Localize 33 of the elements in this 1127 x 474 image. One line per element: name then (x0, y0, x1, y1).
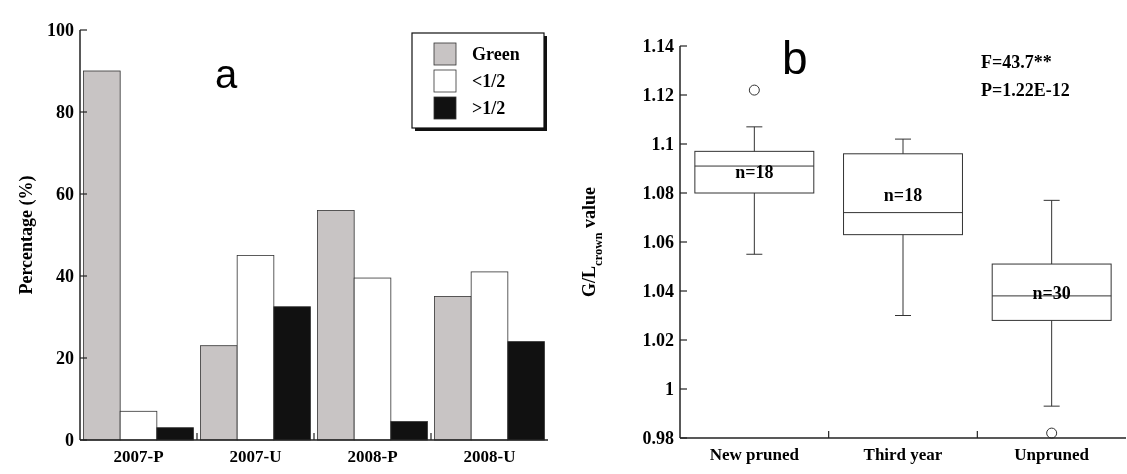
x-tick-label: 2007-P (113, 447, 164, 466)
x-tick-label: Third year (863, 445, 943, 464)
y-tick-label: 40 (56, 266, 74, 287)
y-tick-label: 1.12 (642, 85, 674, 106)
legend-label: <1/2 (472, 71, 506, 92)
x-tick-label: 2007-U (229, 447, 282, 466)
y-tick-label: 1 (665, 379, 674, 400)
y-tick-label: 1.02 (642, 330, 674, 351)
y-tick-label: 1.06 (642, 232, 674, 253)
annotation: n=18 (883, 184, 923, 205)
y-tick-label: 1.04 (642, 281, 674, 302)
y-tick-label: 0 (65, 430, 74, 451)
chart-title: b (782, 32, 808, 84)
x-tick-label: 2008-U (463, 447, 516, 466)
annotation: n=30 (1032, 282, 1071, 303)
y-tick-label: 1.1 (651, 134, 674, 155)
annotation: P=1.22E-12 (981, 80, 1070, 100)
x-tick-label: Unpruned (1014, 445, 1090, 464)
x-tick-label: 2008-P (347, 447, 398, 466)
y-tick-label: 60 (56, 184, 74, 205)
legend-label: >1/2 (472, 98, 506, 119)
y-tick-label: 0.98 (642, 428, 674, 449)
y-tick-label: 20 (56, 348, 74, 369)
y-axis-title: Percentage (%) (16, 175, 37, 295)
y-tick-label: 1.14 (642, 36, 674, 57)
y-tick-label: 1.08 (642, 183, 674, 204)
annotation: F=43.7** (981, 52, 1052, 72)
text: a (215, 52, 238, 96)
legend-label: Green (472, 44, 520, 65)
x-tick-label: New pruned (709, 445, 800, 464)
y-tick-label: 80 (56, 102, 74, 123)
annotation: n=18 (735, 162, 774, 183)
y-tick-label: 100 (47, 20, 74, 41)
